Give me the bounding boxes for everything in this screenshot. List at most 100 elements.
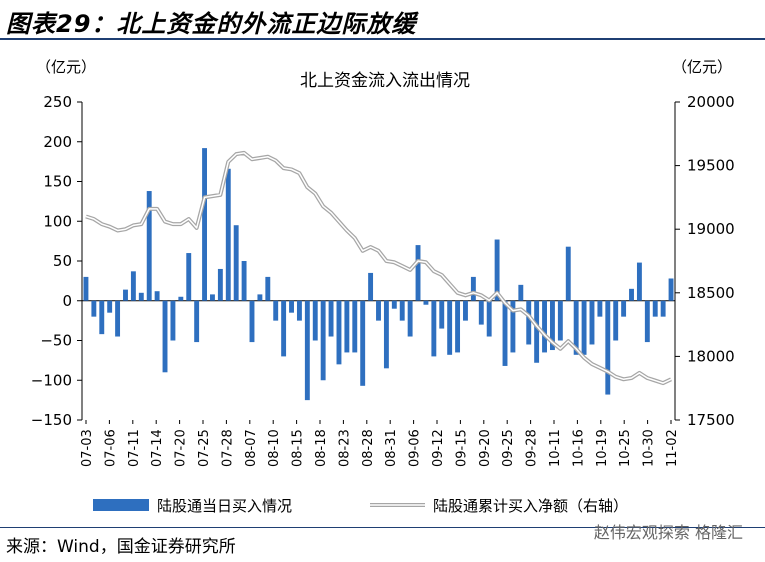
x-tick-label: 07-20 <box>174 429 189 467</box>
bar <box>273 300 279 321</box>
left-tick-label: 100 <box>43 212 72 230</box>
bar <box>344 300 350 353</box>
left-tick-label: 200 <box>43 133 72 151</box>
left-tick-label: −50 <box>40 332 72 350</box>
right-tick-label: 18000 <box>687 347 735 365</box>
bar <box>636 262 642 301</box>
bar <box>407 300 413 337</box>
left-tick-label: 150 <box>43 173 72 191</box>
bar <box>225 168 231 301</box>
left-tick-label: 250 <box>43 93 72 111</box>
bar <box>478 300 484 325</box>
bar <box>597 300 603 317</box>
x-tick-label: 09-20 <box>478 429 493 467</box>
bar <box>162 300 168 373</box>
line-series <box>85 150 672 386</box>
bar <box>304 300 310 401</box>
bar <box>431 300 437 357</box>
bar <box>621 300 627 317</box>
x-tick-label: 07-25 <box>197 429 212 467</box>
bar <box>613 300 619 341</box>
x-tick-label: 10-25 <box>618 429 633 467</box>
x-tick-label: 09-15 <box>454 429 469 467</box>
bar <box>383 300 389 369</box>
bar <box>154 291 160 301</box>
bar <box>557 300 563 341</box>
watermark: 赵伟宏观探索 格隆汇 <box>593 523 743 542</box>
figure-title: 图表29：北上资金的外流正边际放缓 <box>6 10 417 38</box>
bar <box>447 300 453 355</box>
bar <box>629 288 634 301</box>
bar <box>202 148 207 301</box>
bar <box>565 246 571 301</box>
bar <box>328 300 334 337</box>
legend-bar-label: 陆股通当日买入情况 <box>157 497 292 515</box>
bar <box>83 276 89 301</box>
bar <box>463 300 468 321</box>
legend: 陆股通当日买入情况 陆股通累计买入净额（右轴） <box>93 497 628 515</box>
bar <box>502 300 508 366</box>
bar <box>455 300 461 353</box>
x-tick-label: 11-02 <box>665 429 680 467</box>
bar <box>257 294 263 301</box>
bar <box>336 300 342 365</box>
chart-canvas: 北上资金流入流出情况 （亿元） （亿元） 250 200 150 100 50 0 −50 −… <box>31 58 735 515</box>
bar <box>605 300 611 395</box>
bar <box>265 276 271 301</box>
bar <box>581 300 587 355</box>
bar <box>376 300 381 321</box>
bar <box>123 289 128 301</box>
bar <box>415 245 421 301</box>
right-tick-label: 20000 <box>687 93 735 111</box>
bar <box>138 292 144 301</box>
x-tick-label: 10-11 <box>548 429 563 467</box>
bar <box>644 300 650 343</box>
bar <box>194 300 200 343</box>
bar <box>281 300 287 357</box>
source-note: 来源：Wind，国金证券研究所 <box>6 537 236 557</box>
bar <box>391 300 397 309</box>
bar <box>423 300 429 305</box>
bar <box>289 300 294 313</box>
bar <box>470 276 476 301</box>
legend-line-label: 陆股通累计买入净额（右轴） <box>433 497 628 515</box>
bar <box>510 300 516 353</box>
bar <box>130 271 136 301</box>
x-tick-label: 09-06 <box>408 429 423 467</box>
left-axis-unit: （亿元） <box>36 58 96 76</box>
right-axis-unit: （亿元） <box>672 58 732 76</box>
x-tick-label: 08-15 <box>291 429 306 467</box>
left-tick-label: 0 <box>62 292 72 310</box>
bar <box>399 300 405 321</box>
x-tick-label: 08-28 <box>361 429 376 467</box>
x-tick-label: 08-18 <box>314 429 329 467</box>
x-tick-label: 08-07 <box>244 429 259 467</box>
bar <box>233 225 239 301</box>
x-tick-label: 08-23 <box>337 429 352 467</box>
bar <box>494 239 500 301</box>
left-tick-label: −100 <box>31 371 72 389</box>
bar <box>170 300 176 341</box>
bar <box>439 300 445 329</box>
bar <box>217 268 223 301</box>
bar <box>210 294 215 301</box>
cumulative-line-inner <box>85 152 672 384</box>
bar <box>542 300 547 353</box>
bar <box>652 300 658 317</box>
bar <box>99 300 105 335</box>
bar <box>115 300 121 337</box>
right-tick-label: 18500 <box>687 284 735 302</box>
x-tick-label: 07-03 <box>80 429 95 467</box>
right-tick-label: 19500 <box>687 157 735 175</box>
x-tick-label: 10-30 <box>642 429 657 467</box>
x-tick-label: 10-16 <box>571 429 586 467</box>
bar <box>91 300 97 317</box>
bar <box>518 284 524 301</box>
bar <box>312 300 318 341</box>
bar <box>573 300 579 355</box>
x-tick-label: 10-19 <box>595 429 610 467</box>
x-tick-label: 07-11 <box>127 429 142 467</box>
bar <box>368 272 374 301</box>
bar <box>352 300 358 353</box>
bar-series <box>83 148 674 401</box>
